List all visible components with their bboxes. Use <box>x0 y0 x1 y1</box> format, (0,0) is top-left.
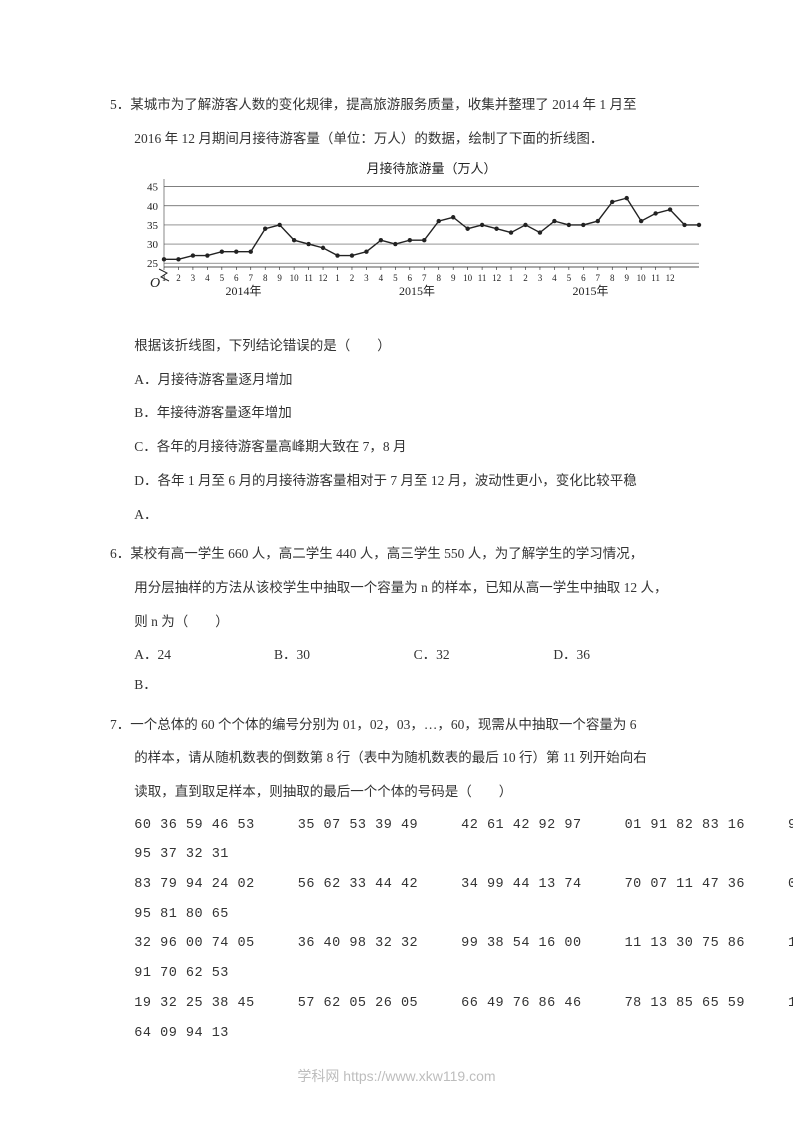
q7-number: 7． <box>110 717 130 732</box>
q6: 6．某校有高一学生 660 人，高二学生 440 人，高三学生 550 人，为了… <box>110 539 693 699</box>
svg-text:3: 3 <box>191 273 196 283</box>
svg-text:8: 8 <box>263 273 268 283</box>
svg-text:8: 8 <box>610 273 615 283</box>
chart-container: 月接待旅游量（万人）253035404512345678910111212345… <box>134 159 693 325</box>
svg-text:9: 9 <box>451 273 456 283</box>
svg-text:1: 1 <box>335 273 340 283</box>
table-row: 95 37 32 31 <box>110 840 693 870</box>
q6-number: 6． <box>110 546 130 561</box>
q5-stem-line1: 5．某城市为了解游客人数的变化规律，提高旅游服务质量，收集并整理了 2014 年… <box>110 90 693 120</box>
svg-text:5: 5 <box>220 273 225 283</box>
svg-text:3: 3 <box>538 273 543 283</box>
svg-text:9: 9 <box>277 273 282 283</box>
svg-text:9: 9 <box>624 273 629 283</box>
svg-text:6: 6 <box>581 273 586 283</box>
svg-text:1: 1 <box>162 273 167 283</box>
svg-text:6: 6 <box>408 273 413 283</box>
table-row: 19 32 25 38 45 57 62 05 26 05 66 49 76 8… <box>110 989 693 1019</box>
svg-text:4: 4 <box>205 273 210 283</box>
svg-text:10: 10 <box>290 273 300 283</box>
svg-text:2015年: 2015年 <box>573 284 609 298</box>
svg-text:6: 6 <box>234 273 239 283</box>
svg-text:45: 45 <box>147 182 159 194</box>
q5-opt-a: A．月接待游客量逐月增加 <box>110 365 693 395</box>
svg-text:30: 30 <box>147 239 159 251</box>
svg-text:8: 8 <box>436 273 441 283</box>
svg-text:2014年: 2014年 <box>226 284 262 298</box>
q6-choices: A．24 B．30 C．32 D．36 <box>110 640 693 670</box>
table-row: 91 70 62 53 <box>110 959 693 989</box>
svg-text:7: 7 <box>249 273 254 283</box>
svg-text:2: 2 <box>350 273 355 283</box>
svg-text:11: 11 <box>651 273 660 283</box>
svg-text:12: 12 <box>492 273 501 283</box>
svg-text:1: 1 <box>509 273 514 283</box>
svg-text:2: 2 <box>176 273 181 283</box>
svg-text:11: 11 <box>478 273 487 283</box>
q7: 7．一个总体的 60 个个体的编号分别为 01，02，03，…，60，现需从中抽… <box>110 710 693 1049</box>
svg-text:10: 10 <box>637 273 647 283</box>
q6-opt-d: D．36 <box>553 640 693 670</box>
svg-text:7: 7 <box>596 273 601 283</box>
q6-opt-b: B．30 <box>274 640 414 670</box>
table-row: 64 09 94 13 <box>110 1019 693 1049</box>
q5-prompt: 根据该折线图，下列结论错误的是（ ） <box>110 331 693 361</box>
svg-text:4: 4 <box>552 273 557 283</box>
page-footer: 学科网 https://www.xkw119.com <box>0 1061 793 1092</box>
q5-opt-d: D．各年 1 月至 6 月的月接待游客量相对于 7 月至 12 月，波动性更小，… <box>110 466 693 496</box>
q5-stem1-text: 某城市为了解游客人数的变化规律，提高旅游服务质量，收集并整理了 2014 年 1… <box>130 97 636 112</box>
q6-stem1-text: 某校有高一学生 660 人，高二学生 440 人，高三学生 550 人，为了解学… <box>130 546 643 561</box>
svg-text:月接待旅游量（万人）: 月接待旅游量（万人） <box>366 161 496 176</box>
svg-text:40: 40 <box>147 201 159 213</box>
svg-text:10: 10 <box>463 273 473 283</box>
svg-text:2015年: 2015年 <box>399 284 435 298</box>
line-chart: 月接待旅游量（万人）253035404512345678910111212345… <box>134 159 704 314</box>
svg-text:11: 11 <box>304 273 313 283</box>
svg-text:5: 5 <box>567 273 572 283</box>
random-number-table: 60 36 59 46 53 35 07 53 39 49 42 61 42 9… <box>110 811 693 1049</box>
q7-stem-line2: 的样本，请从随机数表的倒数第 8 行（表中为随机数表的最后 10 行）第 11 … <box>110 743 693 773</box>
q5-opt-b: B．年接待游客量逐年增加 <box>110 398 693 428</box>
svg-text:3: 3 <box>364 273 369 283</box>
svg-text:O: O <box>150 276 160 291</box>
svg-text:5: 5 <box>393 273 398 283</box>
table-row: 95 81 80 65 <box>110 900 693 930</box>
q6-stem-line1: 6．某校有高一学生 660 人，高二学生 440 人，高三学生 550 人，为了… <box>110 539 693 569</box>
q5-opt-c: C．各年的月接待游客量高峰期大致在 7，8 月 <box>110 432 693 462</box>
svg-text:12: 12 <box>319 273 328 283</box>
q7-stem-line1: 7．一个总体的 60 个个体的编号分别为 01，02，03，…，60，现需从中抽… <box>110 710 693 740</box>
svg-text:2: 2 <box>523 273 528 283</box>
table-row: 32 96 00 74 05 36 40 98 32 32 99 38 54 1… <box>110 929 693 959</box>
q5-stem-line2: 2016 年 12 月期间月接待游客量（单位：万人）的数据，绘制了下面的折线图． <box>110 124 693 154</box>
svg-text:12: 12 <box>666 273 675 283</box>
q6-answer: B． <box>110 670 693 700</box>
q7-stem-line3: 读取，直到取足样本，则抽取的最后一个个体的号码是（ ） <box>110 777 693 807</box>
q6-opt-c: C．32 <box>414 640 554 670</box>
q7-stem1-text: 一个总体的 60 个个体的编号分别为 01，02，03，…，60，现需从中抽取一… <box>130 717 636 732</box>
q6-stem-line3: 则 n 为（ ） <box>110 607 693 637</box>
svg-text:4: 4 <box>379 273 384 283</box>
svg-text:25: 25 <box>147 259 159 271</box>
svg-text:7: 7 <box>422 273 427 283</box>
q6-opt-a: A．24 <box>134 640 274 670</box>
table-row: 60 36 59 46 53 35 07 53 39 49 42 61 42 9… <box>110 811 693 841</box>
q6-stem-line2: 用分层抽样的方法从该校学生中抽取一个容量为 n 的样本，已知从高一学生中抽取 1… <box>110 573 693 603</box>
table-row: 83 79 94 24 02 56 62 33 44 42 34 99 44 1… <box>110 870 693 900</box>
q5: 5．某城市为了解游客人数的变化规律，提高旅游服务质量，收集并整理了 2014 年… <box>110 90 693 529</box>
q5-number: 5． <box>110 97 130 112</box>
svg-text:35: 35 <box>147 220 159 232</box>
q5-answer: A． <box>110 500 693 530</box>
